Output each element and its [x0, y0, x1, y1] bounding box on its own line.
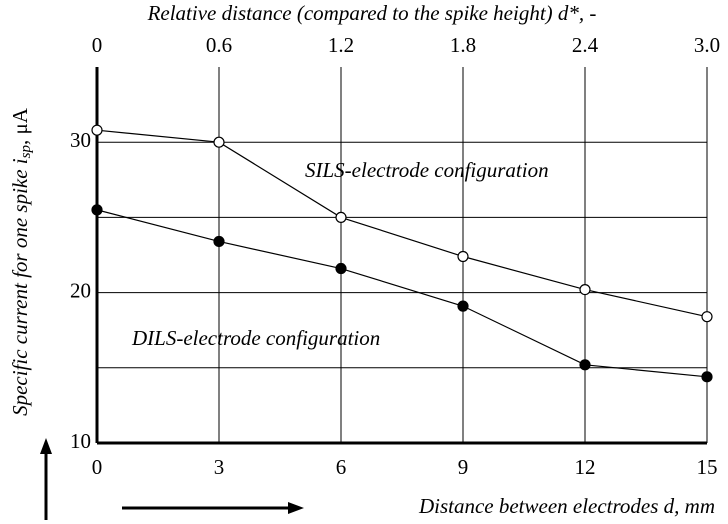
arrows — [40, 438, 304, 520]
x-tick-label: 9 — [458, 455, 469, 479]
y-label-text: Specific current for one spike i — [8, 158, 32, 416]
x-tick-label: 3 — [214, 455, 225, 479]
series-line — [96, 209, 708, 378]
top-tick-label: 1.8 — [450, 33, 476, 57]
top-tick-label: 0.6 — [206, 33, 232, 57]
x-tick-label: 0 — [92, 455, 103, 479]
marker — [579, 283, 591, 296]
marker — [335, 211, 347, 223]
x-tick-label: 6 — [336, 455, 347, 479]
marker — [335, 262, 347, 275]
marker — [213, 136, 225, 148]
marker — [91, 124, 103, 136]
annotation: DILS-electrode configuration — [131, 326, 380, 350]
x-axis-label: Distance between electrodes d, mm — [418, 494, 715, 518]
top-tick-label: 0 — [92, 33, 103, 57]
top-tick-label: 1.2 — [328, 33, 354, 57]
y-tick-label: 10 — [70, 429, 91, 453]
marker — [701, 371, 713, 383]
marker — [701, 311, 713, 323]
y-tick-label: 20 — [70, 278, 91, 302]
marker — [213, 235, 225, 248]
marker — [579, 359, 591, 371]
y-label-unit: , μA — [8, 107, 32, 145]
top-axis-label: Relative distance (compared to the spike… — [147, 1, 597, 25]
y-axis-label: Specific current for one spike isp, μA — [8, 107, 35, 416]
x-tick-label: 15 — [697, 455, 718, 479]
annotation: SILS-electrode configuration — [305, 158, 549, 182]
x-tick-label: 12 — [575, 455, 596, 479]
y-label-sub: sp — [18, 145, 34, 159]
marker — [91, 204, 103, 216]
marker — [457, 300, 469, 312]
top-tick-label: 3.0 — [694, 33, 720, 57]
marker — [457, 250, 469, 263]
series-line — [96, 129, 708, 318]
y-tick-label: 30 — [70, 128, 91, 152]
top-tick-label: 2.4 — [572, 33, 599, 57]
